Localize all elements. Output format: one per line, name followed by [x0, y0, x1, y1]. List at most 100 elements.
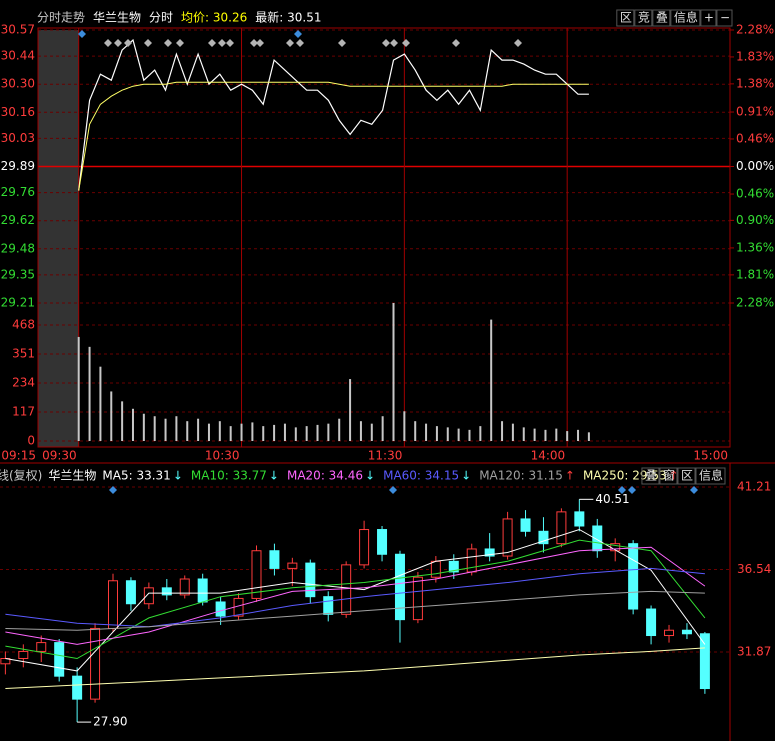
kline-header-subtitle: 华兰生物: [48, 469, 96, 483]
y2-tick-label: 0.46%: [736, 187, 774, 201]
header-avg-label: 均价: 30.26: [181, 11, 247, 25]
toolbar-button[interactable]: 竞: [638, 11, 650, 25]
volume-bar: [511, 423, 514, 441]
volume-bar: [490, 319, 493, 441]
candle-body: [359, 529, 370, 566]
candle-body: [215, 601, 226, 617]
toolbar-button-frame[interactable]: [670, 9, 701, 27]
event-marker[interactable]: [109, 486, 117, 494]
volume-bar: [544, 429, 547, 441]
y2-tick-label: 1.36%: [736, 240, 774, 254]
toolbar-button[interactable]: 信息: [674, 10, 698, 25]
event-marker[interactable]: [382, 39, 390, 47]
toolbar-button-frame[interactable]: [652, 9, 671, 27]
candle-body: [556, 511, 567, 545]
toolbar-button-frame[interactable]: [700, 9, 717, 27]
volume-bar: [294, 427, 297, 441]
toolbar-button-frame[interactable]: [634, 9, 653, 27]
volume-bar: [121, 401, 124, 441]
toolbar-button-frame[interactable]: [677, 467, 696, 485]
volume-bar: [251, 422, 254, 441]
volume-tick-label: 234: [12, 376, 35, 390]
event-marker[interactable]: [390, 39, 398, 47]
event-marker[interactable]: [250, 39, 258, 47]
moving-average-line: [5, 590, 705, 631]
y2-tick-label: 0.91%: [736, 105, 774, 119]
event-marker[interactable]: [104, 39, 112, 47]
event-marker[interactable]: [628, 486, 636, 494]
y2-tick-label: 2.28%: [736, 23, 774, 37]
event-marker[interactable]: [226, 39, 234, 47]
event-marker[interactable]: [124, 39, 132, 47]
event-marker[interactable]: [402, 39, 410, 47]
candle-body: [18, 650, 29, 659]
toolbar-button[interactable]: +: [704, 11, 714, 25]
event-marker[interactable]: [164, 39, 172, 47]
candle-body: [502, 518, 513, 557]
candle-body: [287, 562, 298, 569]
volume-bar: [218, 421, 221, 441]
event-marker[interactable]: [114, 39, 122, 47]
candle-body: [448, 560, 459, 573]
moving-average-line: [5, 528, 706, 672]
toolbar-button[interactable]: 信息: [699, 468, 723, 483]
event-marker[interactable]: [389, 486, 397, 494]
candle-body: [0, 657, 11, 665]
event-marker[interactable]: [294, 30, 302, 38]
toolbar-button-frame[interactable]: [659, 467, 678, 485]
candle-body: [161, 587, 172, 596]
volume-bar: [501, 421, 504, 441]
y-tick-label: 30.44: [1, 49, 35, 63]
moving-average-line: [5, 539, 706, 660]
annotation-label: 27.90: [93, 715, 127, 729]
volume-bar: [283, 423, 286, 441]
moving-average-line: [5, 647, 705, 689]
event-marker[interactable]: [690, 486, 698, 494]
y-tick-label: 29.62: [1, 213, 35, 227]
event-marker[interactable]: [78, 30, 86, 38]
y2-tick-label: 1.38%: [736, 76, 774, 90]
toolbar-button[interactable]: 窗: [663, 469, 675, 483]
legend-label: MA10: 33.77: [191, 469, 267, 483]
toolbar-button-frame[interactable]: [716, 9, 733, 27]
toolbar-button[interactable]: 区: [620, 11, 632, 25]
y2-tick-label: 0.46%: [736, 131, 774, 145]
legend-label: MA5: 33.31: [102, 469, 170, 483]
toolbar-button[interactable]: 区: [681, 469, 693, 483]
event-marker[interactable]: [452, 39, 460, 47]
event-marker[interactable]: [514, 39, 522, 47]
event-marker[interactable]: [176, 39, 184, 47]
event-marker[interactable]: [618, 486, 626, 494]
y2-tick-label: 1.83%: [736, 49, 774, 63]
annotation-label: 40.51: [595, 492, 629, 506]
event-marker[interactable]: [338, 39, 346, 47]
event-marker[interactable]: [256, 39, 264, 47]
toolbar-button[interactable]: −: [720, 11, 730, 25]
legend-trend: ↓: [269, 469, 279, 483]
event-marker[interactable]: [286, 39, 294, 47]
candle-body: [90, 627, 101, 700]
volume-bar: [414, 421, 417, 441]
legend-trend: ↑: [565, 469, 575, 483]
event-marker[interactable]: [208, 39, 216, 47]
volume-bar: [468, 429, 471, 441]
candle-body: [36, 642, 47, 652]
volume-bar: [88, 346, 91, 441]
volume-bar: [240, 423, 243, 441]
toolbar-button[interactable]: 叠: [645, 469, 657, 483]
candle-body: [574, 511, 585, 527]
event-marker[interactable]: [218, 39, 226, 47]
toolbar-button-frame[interactable]: [695, 467, 726, 485]
event-marker[interactable]: [144, 39, 152, 47]
y-tick-label: 30.57: [1, 23, 35, 37]
candle-body: [664, 629, 675, 637]
toolbar-button[interactable]: 叠: [656, 11, 668, 25]
toolbar-button-frame[interactable]: [616, 9, 635, 27]
event-marker[interactable]: [296, 39, 304, 47]
toolbar-button-frame[interactable]: [641, 467, 660, 485]
x-tick-label: 11:30: [368, 449, 403, 463]
candle-body: [646, 608, 657, 637]
candle-body: [484, 548, 495, 557]
volume-tick-label: 351: [12, 347, 35, 361]
